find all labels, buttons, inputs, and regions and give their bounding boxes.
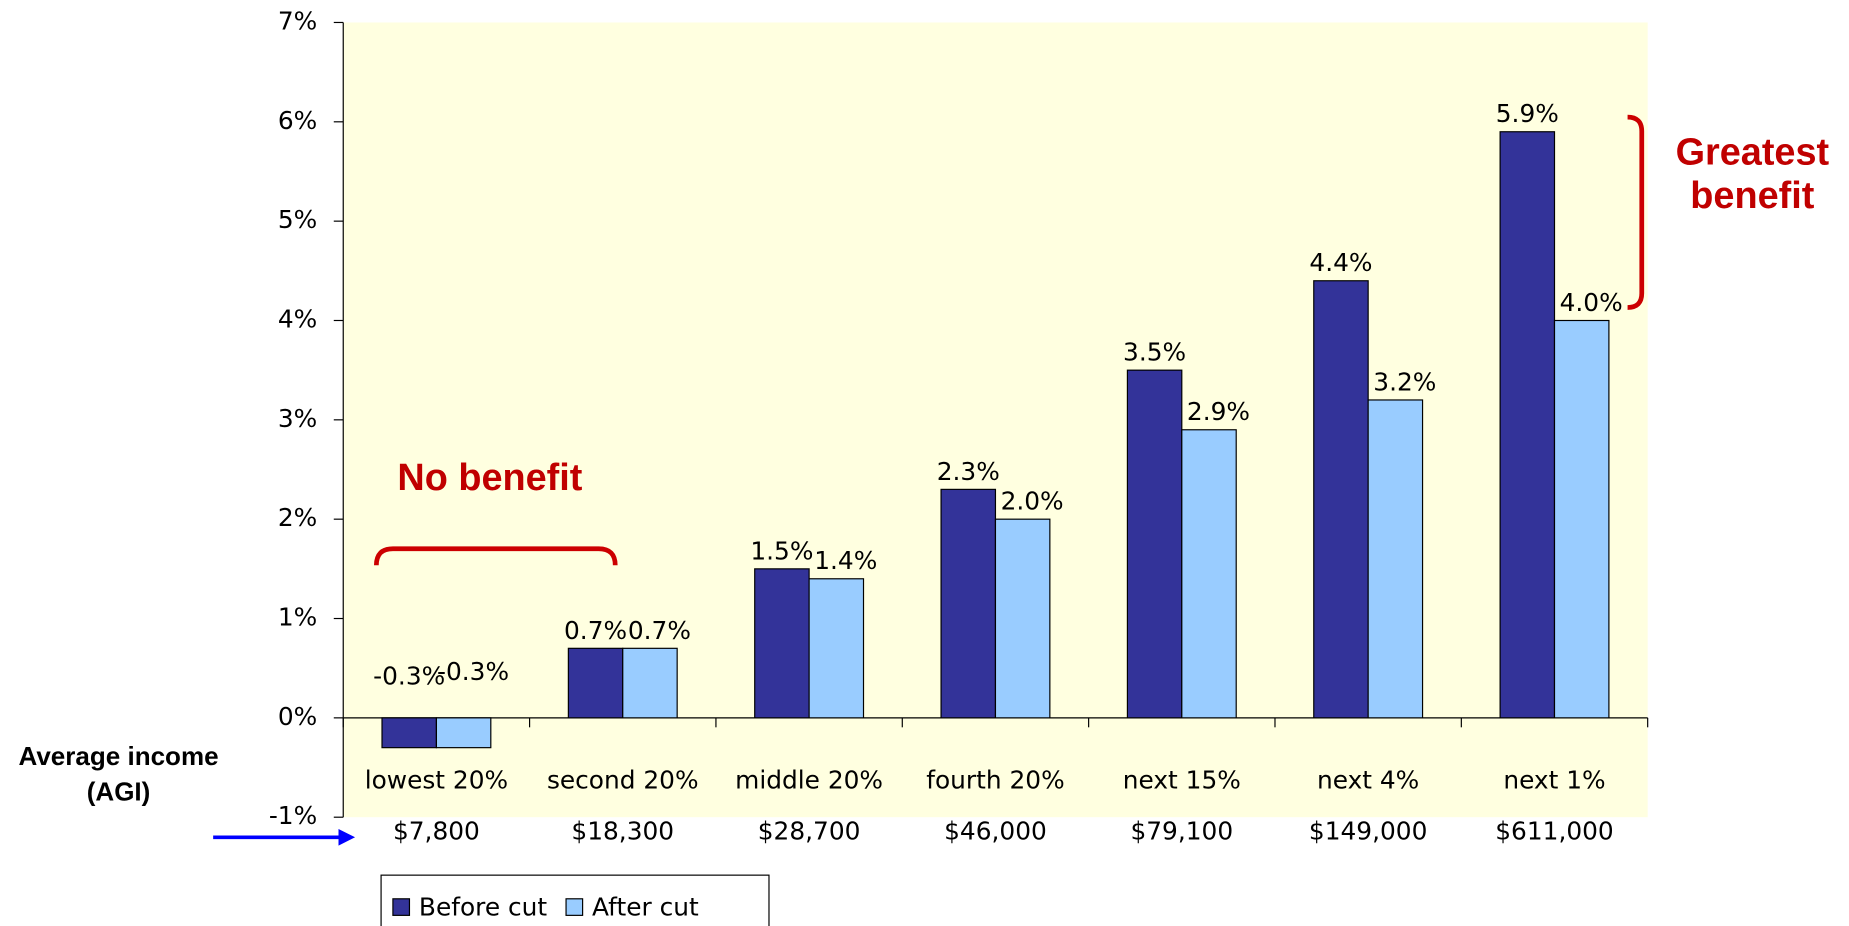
bar [435, 717, 492, 749]
bar [754, 568, 810, 719]
y-tick-label: 4% [278, 304, 317, 333]
x-tick-label: lowest 20% [365, 766, 508, 795]
legend-label: After cut [592, 892, 699, 921]
bar [808, 578, 865, 719]
legend-swatch [565, 898, 584, 916]
x-tick-label: middle 20% [735, 766, 883, 795]
y-tick-label: 0% [278, 702, 317, 731]
data-label: 1.4% [814, 546, 877, 575]
data-label: -0.3% [437, 657, 509, 686]
annotation: Greatest benefit [1675, 130, 1830, 217]
data-label: 0.7% [628, 616, 691, 645]
income-label: $7,800 [393, 817, 480, 846]
bar [1313, 280, 1369, 719]
y-tick-label: 2% [278, 503, 317, 532]
data-label: 0.7% [564, 616, 627, 645]
arrow-head [338, 829, 356, 846]
bar [1499, 131, 1556, 719]
income-label: $18,300 [571, 817, 674, 846]
bar [1553, 319, 1610, 719]
data-label: 5.9% [1496, 99, 1559, 128]
agi-box: Average income (AGI) [18, 741, 219, 807]
data-label: 1.5% [750, 536, 813, 565]
bracket [373, 546, 618, 566]
data-label: 4.0% [1560, 288, 1623, 317]
bar [567, 647, 624, 719]
data-label: 3.2% [1373, 367, 1436, 396]
x-tick-label: next 4% [1317, 766, 1419, 795]
bracket [1627, 114, 1645, 310]
bar [994, 518, 1051, 719]
income-label: $611,000 [1495, 817, 1613, 846]
data-label: 3.5% [1123, 338, 1186, 367]
y-tick-label: 1% [278, 603, 317, 632]
income-label: $79,100 [1130, 817, 1233, 846]
bar [1126, 369, 1183, 719]
y-tick-label: 6% [278, 106, 317, 135]
bar [1181, 429, 1237, 719]
data-label: 2.0% [1001, 487, 1064, 516]
income-label: $28,700 [758, 817, 861, 846]
data-label: -0.3% [373, 662, 445, 691]
annotation: No benefit [397, 457, 582, 499]
data-label: 2.3% [937, 457, 1000, 486]
legend-swatch [392, 898, 411, 916]
x-tick-label: fourth 20% [926, 766, 1064, 795]
data-label: 4.4% [1309, 248, 1372, 277]
legend-label: Before cut [419, 892, 547, 921]
x-tick-label: next 15% [1123, 766, 1241, 795]
y-tick-label: 5% [278, 205, 317, 234]
annotation: Average income (AGI) [18, 741, 219, 807]
y-tick-label: 3% [278, 404, 317, 433]
income-label: $149,000 [1309, 817, 1427, 846]
y-tick-label: -1% [269, 801, 317, 830]
bar [1367, 399, 1424, 719]
bar [940, 488, 997, 719]
income-label: $46,000 [944, 817, 1047, 846]
y-tick-label: 7% [278, 6, 317, 35]
x-tick-label: next 1% [1503, 766, 1605, 795]
bar [381, 717, 438, 749]
x-tick-label: second 20% [547, 766, 699, 795]
annotation-box: Greatest benefit [1675, 130, 1830, 217]
data-label: 2.9% [1187, 397, 1250, 426]
bar [622, 647, 678, 719]
